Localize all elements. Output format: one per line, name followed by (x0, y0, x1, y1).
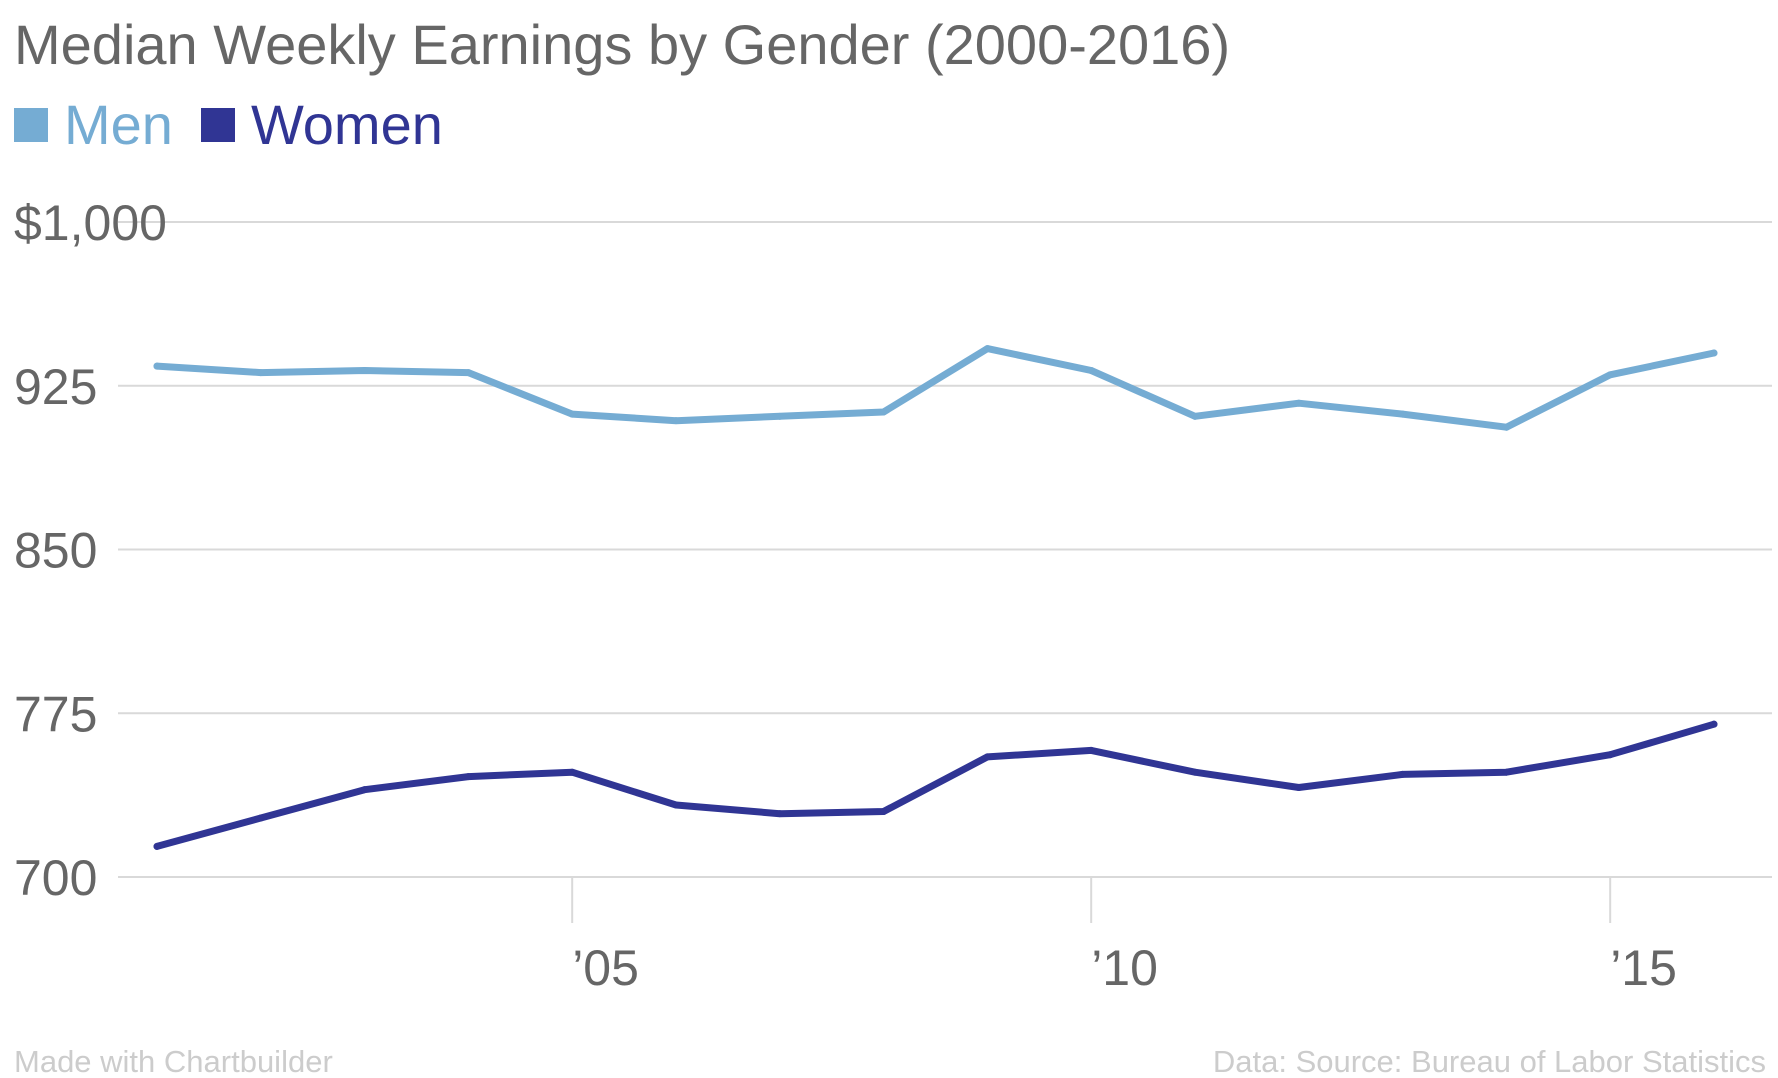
x-tick-label-2015: ’15 (1610, 940, 1677, 996)
point-women-2001 (153, 842, 161, 850)
legend-swatch-women (200, 107, 235, 142)
point-women-2011 (1191, 768, 1199, 776)
point-men-2005 (568, 410, 576, 418)
y-tick-label-1000: $1,000 (14, 195, 167, 251)
point-women-2009 (983, 753, 991, 761)
point-men-2014 (1502, 423, 1510, 431)
point-women-2002 (257, 814, 265, 822)
point-men-2015 (1606, 371, 1614, 379)
point-men-2009 (983, 345, 991, 353)
y-tick-label-700: 700 (14, 850, 97, 906)
y-tick-label-775: 775 (14, 686, 97, 742)
series-line-women (153, 720, 1718, 850)
point-women-2003 (361, 786, 369, 794)
point-men-2002 (257, 369, 265, 377)
point-women-2007 (776, 810, 784, 818)
point-women-2010 (1087, 746, 1095, 754)
legend-item-men: Men (14, 92, 173, 157)
y-tick-label-850: 850 (14, 523, 97, 579)
legend-label-men: Men (64, 93, 173, 156)
point-men-2007 (776, 412, 784, 420)
legend-item-women: Women (200, 92, 443, 157)
point-women-2013 (1399, 770, 1407, 778)
footer-credit: Made with Chartbuilder (14, 1044, 333, 1078)
point-men-2006 (672, 417, 680, 425)
point-men-2001 (153, 362, 161, 370)
x-tick-label-2010: ’10 (1091, 940, 1158, 996)
legend-label-women: Women (250, 93, 443, 156)
point-men-2004 (464, 369, 472, 377)
point-women-2014 (1502, 768, 1510, 776)
point-men-2010 (1087, 366, 1095, 374)
point-women-2012 (1295, 783, 1303, 791)
point-women-2006 (672, 801, 680, 809)
point-women-2008 (880, 808, 888, 815)
chart-title: Median Weekly Earnings by Gender (2000-2… (14, 13, 1231, 76)
x-tick-label-2005: ’05 (572, 940, 639, 996)
point-women-2015 (1606, 751, 1614, 759)
point-women-2005 (568, 768, 576, 776)
footer-source: Data: Source: Bureau of Labor Statistics (1212, 1044, 1766, 1078)
legend-swatch-men (14, 107, 48, 142)
point-men-2013 (1399, 410, 1407, 418)
point-men-2012 (1295, 399, 1303, 407)
point-women-2004 (464, 773, 472, 781)
point-men-2016 (1710, 349, 1718, 357)
point-men-2008 (880, 408, 888, 416)
legend: Men Women (14, 92, 443, 157)
point-women-2016 (1710, 720, 1718, 728)
y-tick-label-925: 925 (14, 359, 97, 415)
point-men-2003 (361, 366, 369, 374)
series-line-men (153, 345, 1718, 431)
point-men-2011 (1191, 412, 1199, 420)
